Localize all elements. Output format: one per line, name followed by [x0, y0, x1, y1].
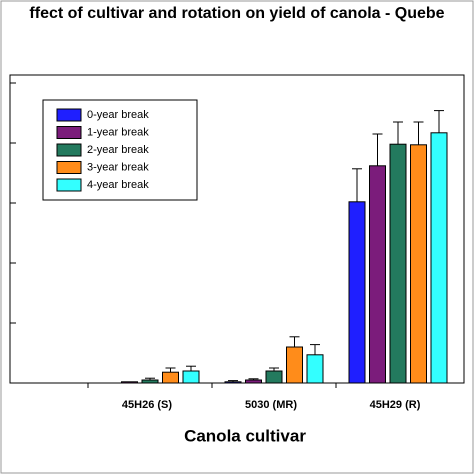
bar	[224, 381, 242, 384]
chart-title: ffect of cultivar and rotation on yield …	[29, 5, 444, 22]
bar	[410, 144, 427, 384]
bar	[245, 379, 262, 384]
bar	[389, 143, 407, 384]
legend-label: 0-year break	[87, 109, 149, 121]
x-tick-label: 5030 (MR)	[245, 399, 297, 411]
bar	[286, 346, 303, 384]
legend-swatch	[56, 108, 82, 122]
bar	[182, 370, 200, 384]
legend-swatch	[56, 161, 82, 174]
x-axis-title: Canola cultivar	[184, 426, 306, 445]
bar	[162, 371, 179, 384]
legend-swatch	[56, 178, 82, 192]
bar	[306, 354, 324, 384]
bar	[348, 201, 366, 384]
legend-label: 4-year break	[87, 179, 149, 191]
x-tick-label: 45H29 (R)	[370, 399, 421, 411]
bar	[265, 370, 283, 384]
legend-label: 1-year break	[87, 126, 149, 138]
x-tick-label: 45H26 (S)	[122, 399, 172, 411]
bar	[369, 165, 386, 384]
legend-swatch	[56, 126, 82, 139]
legend-swatch	[56, 143, 82, 157]
bar	[121, 381, 138, 384]
bar	[430, 132, 448, 384]
bar	[141, 379, 159, 384]
legend-label: 2-year break	[87, 144, 149, 156]
legend-label: 3-year break	[87, 161, 149, 173]
